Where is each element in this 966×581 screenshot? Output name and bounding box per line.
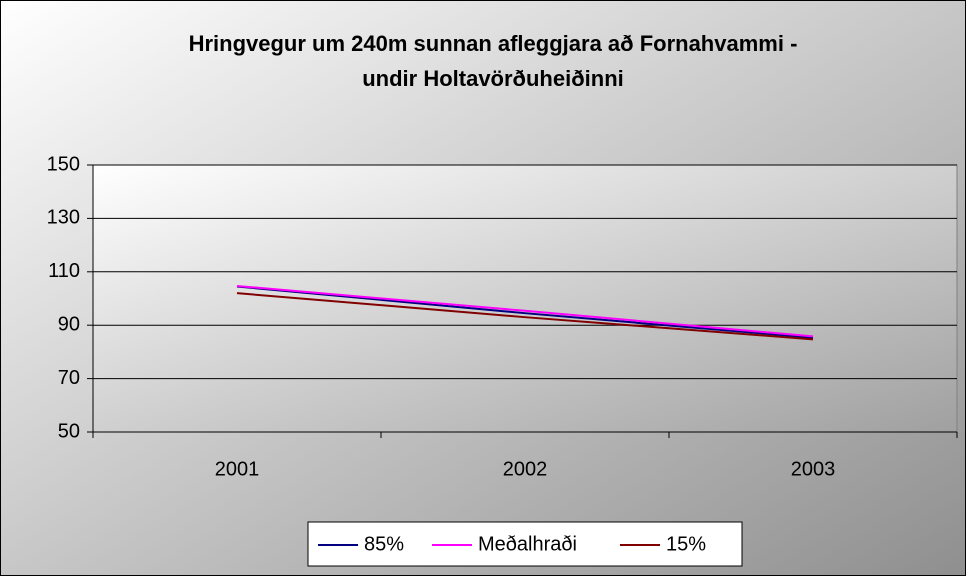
y-tick-label: 90 (58, 313, 80, 335)
series-line (236, 292, 814, 341)
legend (307, 521, 743, 567)
x-tick-label: 2003 (791, 458, 836, 480)
y-tick-label: 130 (47, 207, 80, 229)
series-line (236, 284, 814, 338)
x-tick-label: 2002 (503, 458, 548, 480)
chart-title: undir Holtavörðuheiðinni (362, 66, 624, 91)
legend-label: 85% (364, 533, 404, 555)
series-line (236, 285, 814, 339)
legend-label: 15% (666, 533, 706, 555)
chart-title: Hringvegur um 240m sunnan afleggjara að … (189, 31, 798, 56)
y-tick-label: 50 (58, 420, 80, 442)
plot-area (92, 164, 958, 433)
y-tick-label: 110 (48, 260, 80, 282)
x-tick-label: 2001 (215, 458, 260, 480)
y-tick-label: 70 (58, 367, 80, 389)
legend-label: Meðalhraði (478, 533, 577, 555)
y-tick-label: 150 (47, 153, 80, 175)
